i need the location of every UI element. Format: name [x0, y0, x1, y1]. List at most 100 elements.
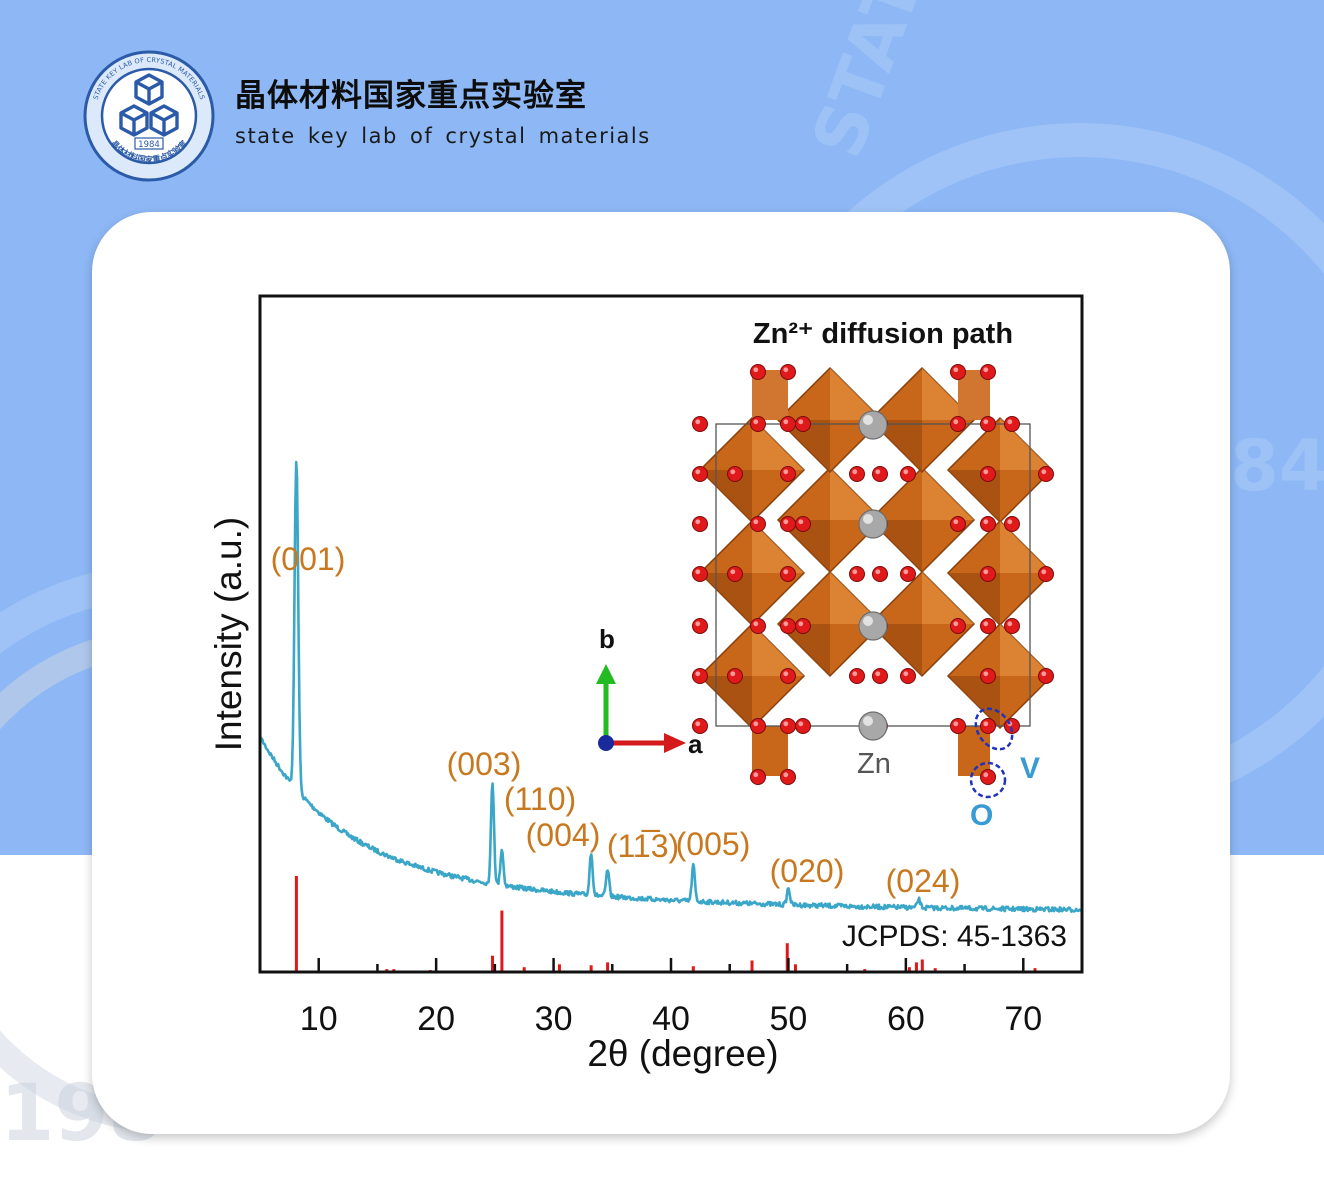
oxygen-atom	[950, 416, 966, 432]
oxygen-atom	[980, 668, 996, 684]
zn-label: Zn	[857, 748, 891, 780]
oxygen-atom	[980, 566, 996, 582]
atom-highlight	[983, 569, 989, 575]
octahedron-face	[922, 572, 974, 624]
atom-highlight	[983, 772, 989, 778]
atom-highlight	[953, 721, 959, 727]
atom-highlight	[753, 772, 759, 778]
octahedron-face	[752, 418, 804, 470]
oxygen-atom	[1004, 416, 1020, 432]
octahedron-face	[752, 624, 804, 676]
oxygen-atom	[1038, 566, 1054, 582]
x-tick-label: 40	[652, 1000, 690, 1038]
atom-highlight	[953, 419, 959, 425]
atom-highlight	[695, 469, 701, 475]
crystal-structure-inset: Zn V O Zn²⁺ diffusion path b a	[596, 318, 1054, 832]
atom-highlight	[983, 469, 989, 475]
y-axis-label: Intensity (a.u.)	[208, 517, 249, 751]
oxygen-atom	[1004, 516, 1020, 532]
x-tick-label: 20	[417, 1000, 455, 1038]
atom-highlight	[730, 671, 736, 677]
peak-label: (11̅3)	[607, 828, 679, 864]
atom-highlight	[783, 569, 789, 575]
atom-highlight	[953, 621, 959, 627]
xrd-trace	[258, 460, 1083, 913]
oxygen-atom	[727, 668, 743, 684]
atom-highlight	[852, 569, 858, 575]
atom-highlight	[1041, 569, 1047, 575]
oxygen-atom	[692, 516, 708, 532]
x-tick-label: 70	[1004, 1000, 1042, 1038]
oxygen-atom	[1038, 466, 1054, 482]
atom-highlight	[783, 772, 789, 778]
oxygen-atom	[980, 466, 996, 482]
v-highlight-ring	[974, 707, 1014, 751]
octahedron-face	[1000, 521, 1052, 573]
atom-highlight	[983, 671, 989, 677]
peak-label: (004)	[526, 817, 601, 853]
atom-highlight	[903, 469, 909, 475]
atom-highlight	[783, 469, 789, 475]
atom-highlight	[695, 621, 701, 627]
atom-highlight	[953, 367, 959, 373]
atom-highlight	[983, 519, 989, 525]
atom-highlight	[875, 671, 881, 677]
atom-highlight	[753, 419, 759, 425]
octahedron-face	[830, 368, 882, 420]
oxygen-atom	[900, 566, 916, 582]
oxygen-atom	[750, 618, 766, 634]
zinc-atom	[858, 509, 888, 539]
lab-subtitle: state key lab of crystal materials	[235, 124, 651, 148]
atom-highlight	[798, 419, 804, 425]
axis-b-label: b	[599, 624, 615, 654]
atom-highlight	[753, 721, 759, 727]
atom-highlight	[1007, 419, 1013, 425]
oxygen-atom	[780, 364, 796, 380]
atom-highlight	[953, 519, 959, 525]
lab-title: 晶体材料国家重点实验室	[235, 78, 587, 114]
oxygen-atom	[780, 566, 796, 582]
oxygen-atom	[780, 466, 796, 482]
x-tick-label: 50	[770, 1000, 808, 1038]
oxygen-atom	[795, 516, 811, 532]
oxygen-atom	[980, 416, 996, 432]
oxygen-atom	[795, 618, 811, 634]
atom-highlight	[798, 621, 804, 627]
oxygen-atom	[780, 516, 796, 532]
atom-highlight	[695, 671, 701, 677]
zinc-atom	[858, 410, 888, 440]
zinc-atom	[858, 611, 888, 641]
oxygen-atom	[780, 416, 796, 432]
octahedron-face	[700, 470, 752, 522]
oxygen-atom	[692, 668, 708, 684]
logo-year: 1984	[138, 140, 160, 150]
atom-highlight	[695, 721, 701, 727]
atom-highlight	[1007, 621, 1013, 627]
o-highlight-ring	[969, 761, 1007, 799]
oxygen-atom	[795, 718, 811, 734]
vo-octahedron	[752, 370, 788, 420]
atom-highlight	[783, 671, 789, 677]
oxygen-atom	[692, 416, 708, 432]
oxygen-atom	[900, 668, 916, 684]
oxygen-atom	[872, 668, 888, 684]
atom-highlight	[783, 621, 789, 627]
atom-highlight	[783, 721, 789, 727]
reference-label: JCPDS: 45-1363	[842, 920, 1067, 953]
oxygen-atom	[795, 416, 811, 432]
oxygen-atom	[849, 466, 865, 482]
atom-highlight	[983, 419, 989, 425]
oxygen-atom	[849, 566, 865, 582]
atom-highlight	[695, 569, 701, 575]
atom-highlight	[1041, 469, 1047, 475]
oxygen-atom	[780, 718, 796, 734]
atom-highlight	[798, 519, 804, 525]
oxygen-atom	[980, 718, 996, 734]
atom-highlight	[903, 569, 909, 575]
oxygen-atom	[692, 566, 708, 582]
oxygen-atom	[980, 364, 996, 380]
logo-cubes-icon	[119, 73, 179, 137]
octahedron-face	[778, 520, 830, 572]
peak-labels: (001) (003)(110)(004) (11̅3)(005) (020) (024…	[271, 541, 961, 899]
octahedron-face	[700, 676, 752, 728]
